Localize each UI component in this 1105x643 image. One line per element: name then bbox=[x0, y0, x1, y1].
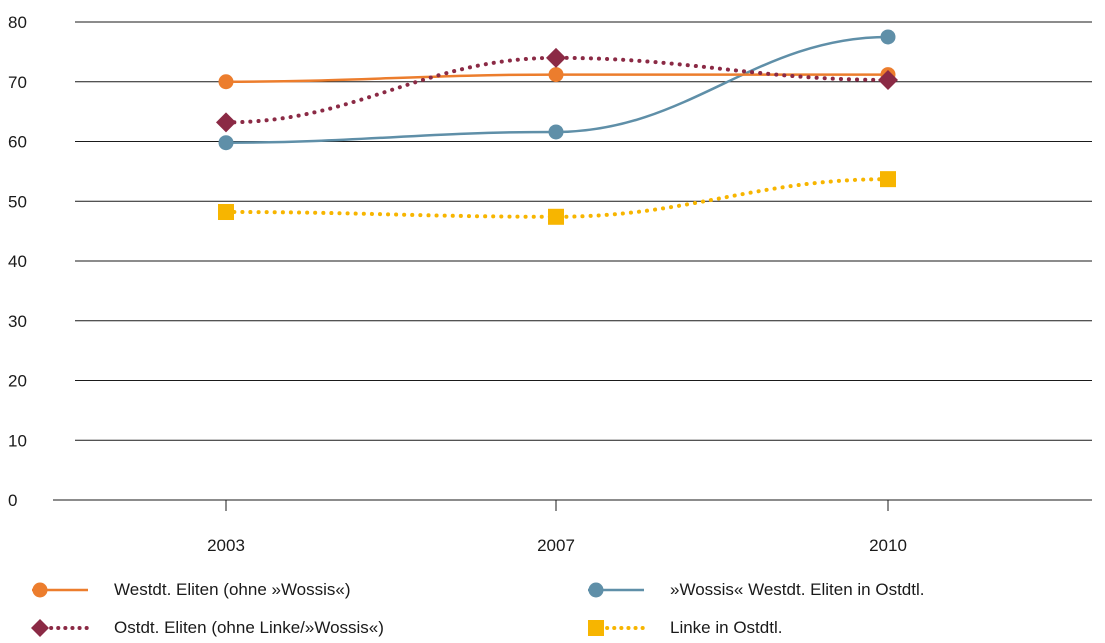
legend-swatch-circle-icon bbox=[588, 582, 644, 598]
legend-label: Westdt. Eliten (ohne »Wossis«) bbox=[114, 580, 351, 599]
legend-item-wossis: »Wossis« Westdt. Eliten in Ostdtl. bbox=[586, 575, 924, 605]
data-point bbox=[546, 47, 566, 68]
y-tick-label: 40 bbox=[8, 252, 27, 271]
data-point bbox=[548, 67, 564, 83]
legend-label: Ostdt. Eliten (ohne Linke/»Wossis«) bbox=[114, 618, 384, 637]
legend-swatch-diamond-icon bbox=[31, 619, 90, 637]
data-point bbox=[218, 204, 234, 221]
y-tick-label: 20 bbox=[8, 372, 27, 391]
legend: Westdt. Eliten (ohne »Wossis«) Ostdt. El… bbox=[0, 575, 1105, 640]
data-point bbox=[880, 171, 896, 188]
data-point bbox=[548, 208, 564, 225]
x-tick-label: 2003 bbox=[207, 536, 245, 555]
y-tick-label: 50 bbox=[8, 192, 27, 211]
legend-item-ostdt-eliten: Ostdt. Eliten (ohne Linke/»Wossis«) bbox=[30, 613, 384, 643]
line-chart: 0 10 20 30 40 50 60 70 80 2003 2007 2010 bbox=[8, 13, 1092, 555]
legend-swatch-square-icon bbox=[588, 620, 646, 636]
data-point bbox=[216, 112, 236, 133]
legend-item-westdt-eliten: Westdt. Eliten (ohne »Wossis«) bbox=[30, 575, 351, 605]
y-tick-label: 60 bbox=[8, 133, 27, 152]
y-tick-label: 80 bbox=[8, 13, 27, 32]
data-point bbox=[878, 69, 898, 90]
x-tick-label: 2010 bbox=[869, 536, 907, 555]
y-tick-label: 0 bbox=[8, 491, 17, 510]
data-point bbox=[880, 29, 896, 45]
y-tick-label: 70 bbox=[8, 73, 27, 92]
series-line bbox=[224, 55, 890, 125]
y-tick-label: 10 bbox=[8, 431, 27, 450]
data-point bbox=[218, 135, 234, 151]
x-tick-label: 2007 bbox=[537, 536, 575, 555]
y-tick-label: 30 bbox=[8, 312, 27, 331]
data-point bbox=[218, 74, 234, 90]
legend-item-linke: Linke in Ostdtl. bbox=[586, 613, 782, 643]
legend-label: Linke in Ostdtl. bbox=[670, 618, 783, 637]
data-point bbox=[548, 124, 564, 140]
legend-swatch-circle-icon bbox=[32, 582, 88, 598]
legend-label: »Wossis« Westdt. Eliten in Ostdtl. bbox=[670, 580, 925, 599]
